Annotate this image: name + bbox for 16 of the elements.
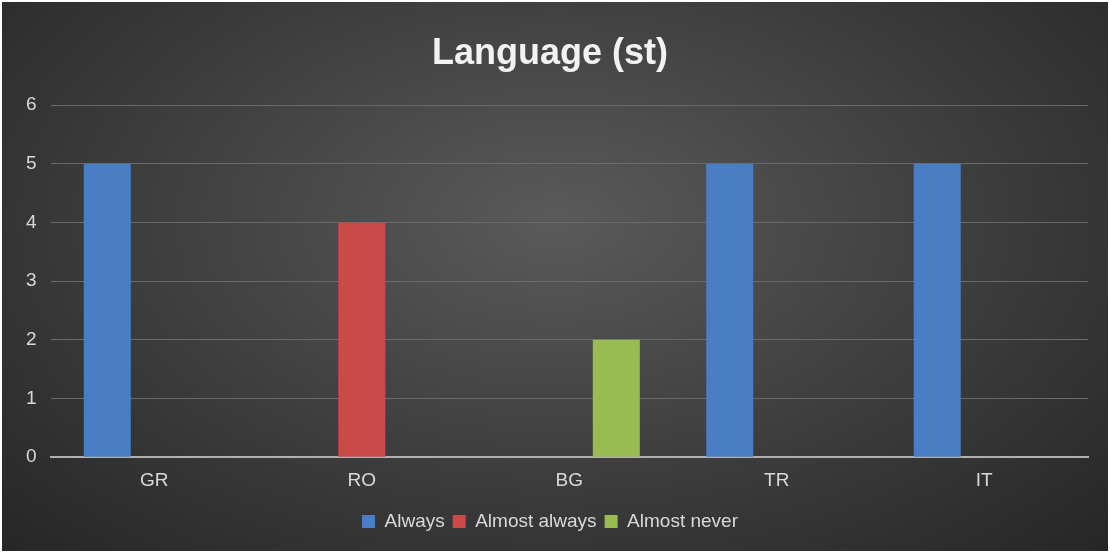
legend-label: Almost always (475, 509, 597, 531)
x-tick-label: IT (975, 468, 994, 490)
y-tick-label: 5 (25, 152, 37, 174)
legend-label: Almost never (627, 509, 739, 531)
x-tick-label: GR (140, 468, 169, 490)
y-tick-label: 4 (25, 210, 37, 232)
y-tick-label: 6 (25, 93, 37, 115)
legend-label: Always (384, 509, 445, 531)
x-tick-label: RO (347, 468, 377, 490)
chart-title: Language (st) (431, 30, 669, 72)
x-tick-label: TR (764, 468, 790, 490)
y-tick-label: 1 (25, 386, 37, 408)
y-tick-label: 2 (25, 328, 37, 350)
x-tick-label: BG (555, 468, 584, 490)
y-tick-label: 3 (25, 269, 37, 291)
y-tick-label: 0 (25, 445, 37, 467)
